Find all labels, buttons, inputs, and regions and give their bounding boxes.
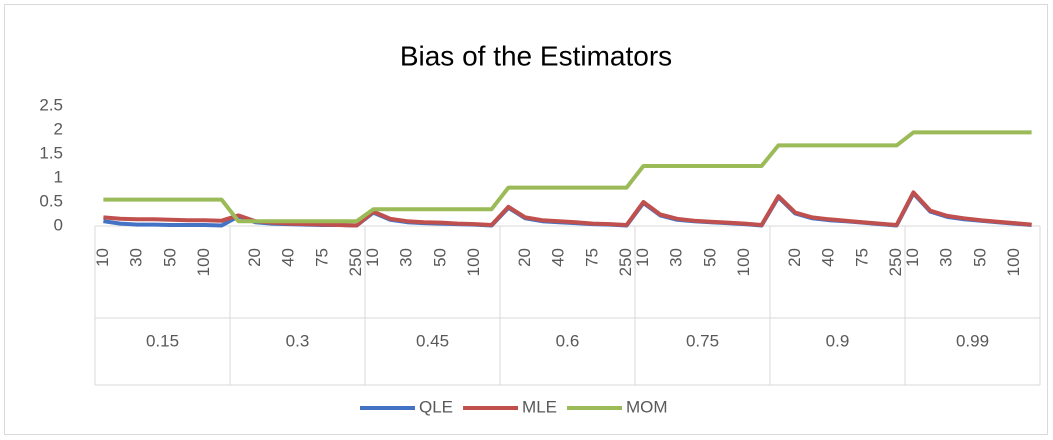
series-line	[103, 130, 1032, 224]
legend-label: MLE	[522, 397, 557, 416]
y-tick-label: 2	[54, 119, 63, 138]
x-tick-label: 100	[194, 248, 213, 276]
legend-label: MOM	[626, 397, 668, 416]
legend-label: QLE	[419, 397, 453, 416]
y-tick-label: 2.5	[39, 95, 63, 114]
group-label: 0.6	[556, 331, 580, 350]
x-tick-label: 250	[886, 248, 905, 276]
x-tick-label: 30	[127, 248, 146, 267]
group-label: 0.9	[826, 331, 850, 350]
x-tick-label: 100	[734, 248, 753, 276]
y-tick-label: 1.5	[39, 143, 63, 162]
x-tick-label: 30	[667, 248, 686, 267]
x-tick-label: 10	[903, 248, 922, 267]
x-tick-label: 75	[852, 248, 871, 267]
x-tick-label: 50	[430, 248, 449, 267]
x-tick-label: 100	[464, 248, 483, 276]
x-tick-label: 10	[633, 248, 652, 267]
x-tick-label: 30	[397, 248, 416, 267]
x-tick-label: 40	[819, 248, 838, 267]
x-tick-label: 20	[785, 248, 804, 267]
x-tick-label: 40	[279, 248, 298, 267]
x-tick-label: 30	[937, 248, 956, 267]
y-tick-label: 0	[54, 215, 63, 234]
x-tick-label: 100	[1004, 248, 1023, 276]
group-label: 0.15	[146, 331, 179, 350]
x-tick-label: 50	[160, 248, 179, 267]
group-label: 0.3	[286, 331, 310, 350]
x-tick-label: 250	[346, 248, 365, 276]
x-tick-label: 250	[616, 248, 635, 276]
x-tick-label: 10	[93, 248, 112, 267]
y-tick-label: 1	[54, 167, 63, 186]
y-tick-label: 0.5	[39, 191, 63, 210]
x-tick-label: 20	[515, 248, 534, 267]
x-tick-label: 10	[363, 248, 382, 267]
x-tick-label: 40	[549, 248, 568, 267]
group-label: 0.45	[416, 331, 449, 350]
group-label: 0.75	[686, 331, 719, 350]
x-tick-label: 20	[245, 248, 264, 267]
x-tick-label: 50	[970, 248, 989, 267]
group-label: 0.99	[956, 331, 989, 350]
x-tick-label: 75	[312, 248, 331, 267]
chart-title: Bias of the Estimators	[400, 40, 672, 71]
x-tick-label: 75	[582, 248, 601, 267]
x-tick-label: 50	[700, 248, 719, 267]
